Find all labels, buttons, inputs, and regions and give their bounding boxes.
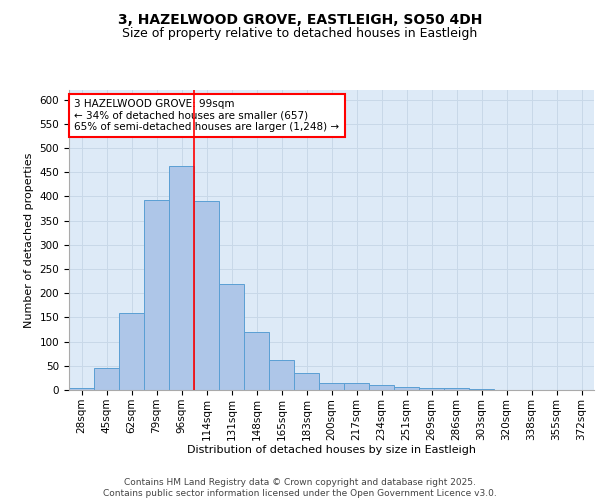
Bar	[319, 382, 344, 390]
Bar	[394, 387, 419, 390]
Bar	[119, 312, 144, 390]
Bar	[219, 284, 244, 390]
Text: Size of property relative to detached houses in Eastleigh: Size of property relative to detached ho…	[122, 28, 478, 40]
Bar	[344, 382, 369, 390]
Text: 3, HAZELWOOD GROVE, EASTLEIGH, SO50 4DH: 3, HAZELWOOD GROVE, EASTLEIGH, SO50 4DH	[118, 12, 482, 26]
Bar	[369, 385, 394, 390]
Text: 3 HAZELWOOD GROVE: 99sqm
← 34% of detached houses are smaller (657)
65% of semi-: 3 HAZELWOOD GROVE: 99sqm ← 34% of detach…	[74, 99, 340, 132]
Bar	[269, 360, 294, 390]
Bar	[94, 368, 119, 390]
Bar	[419, 388, 444, 390]
Bar	[444, 388, 469, 390]
Y-axis label: Number of detached properties: Number of detached properties	[24, 152, 34, 328]
Bar	[144, 200, 169, 390]
Bar	[244, 332, 269, 390]
Bar	[469, 389, 494, 390]
Bar	[294, 372, 319, 390]
Bar	[69, 388, 94, 390]
Bar	[194, 202, 219, 390]
X-axis label: Distribution of detached houses by size in Eastleigh: Distribution of detached houses by size …	[187, 446, 476, 456]
Bar	[169, 166, 194, 390]
Text: Contains HM Land Registry data © Crown copyright and database right 2025.
Contai: Contains HM Land Registry data © Crown c…	[103, 478, 497, 498]
